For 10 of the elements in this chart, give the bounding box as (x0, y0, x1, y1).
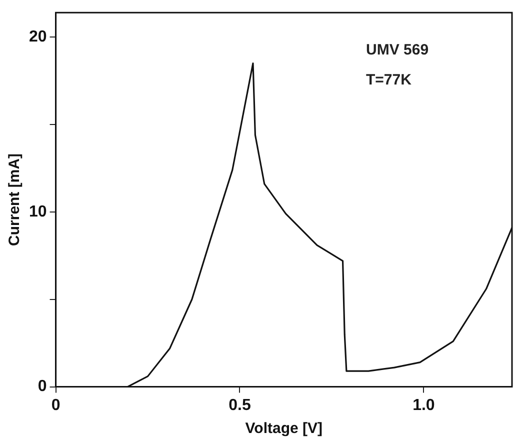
x-tick-label: 1.0 (412, 396, 435, 414)
x-axis-title: Voltage [V] (245, 420, 323, 438)
annotation: UMV 569 (366, 42, 429, 59)
x-tick-label: 0 (51, 396, 60, 414)
annotation: T=77K (366, 72, 412, 89)
x-tick-label: 0.5 (228, 396, 251, 414)
y-tick-label: 0 (38, 378, 47, 396)
y-axis-title: Current [mA] (6, 153, 24, 246)
y-tick-label: 20 (29, 28, 47, 46)
y-tick-label: 10 (29, 203, 47, 220)
